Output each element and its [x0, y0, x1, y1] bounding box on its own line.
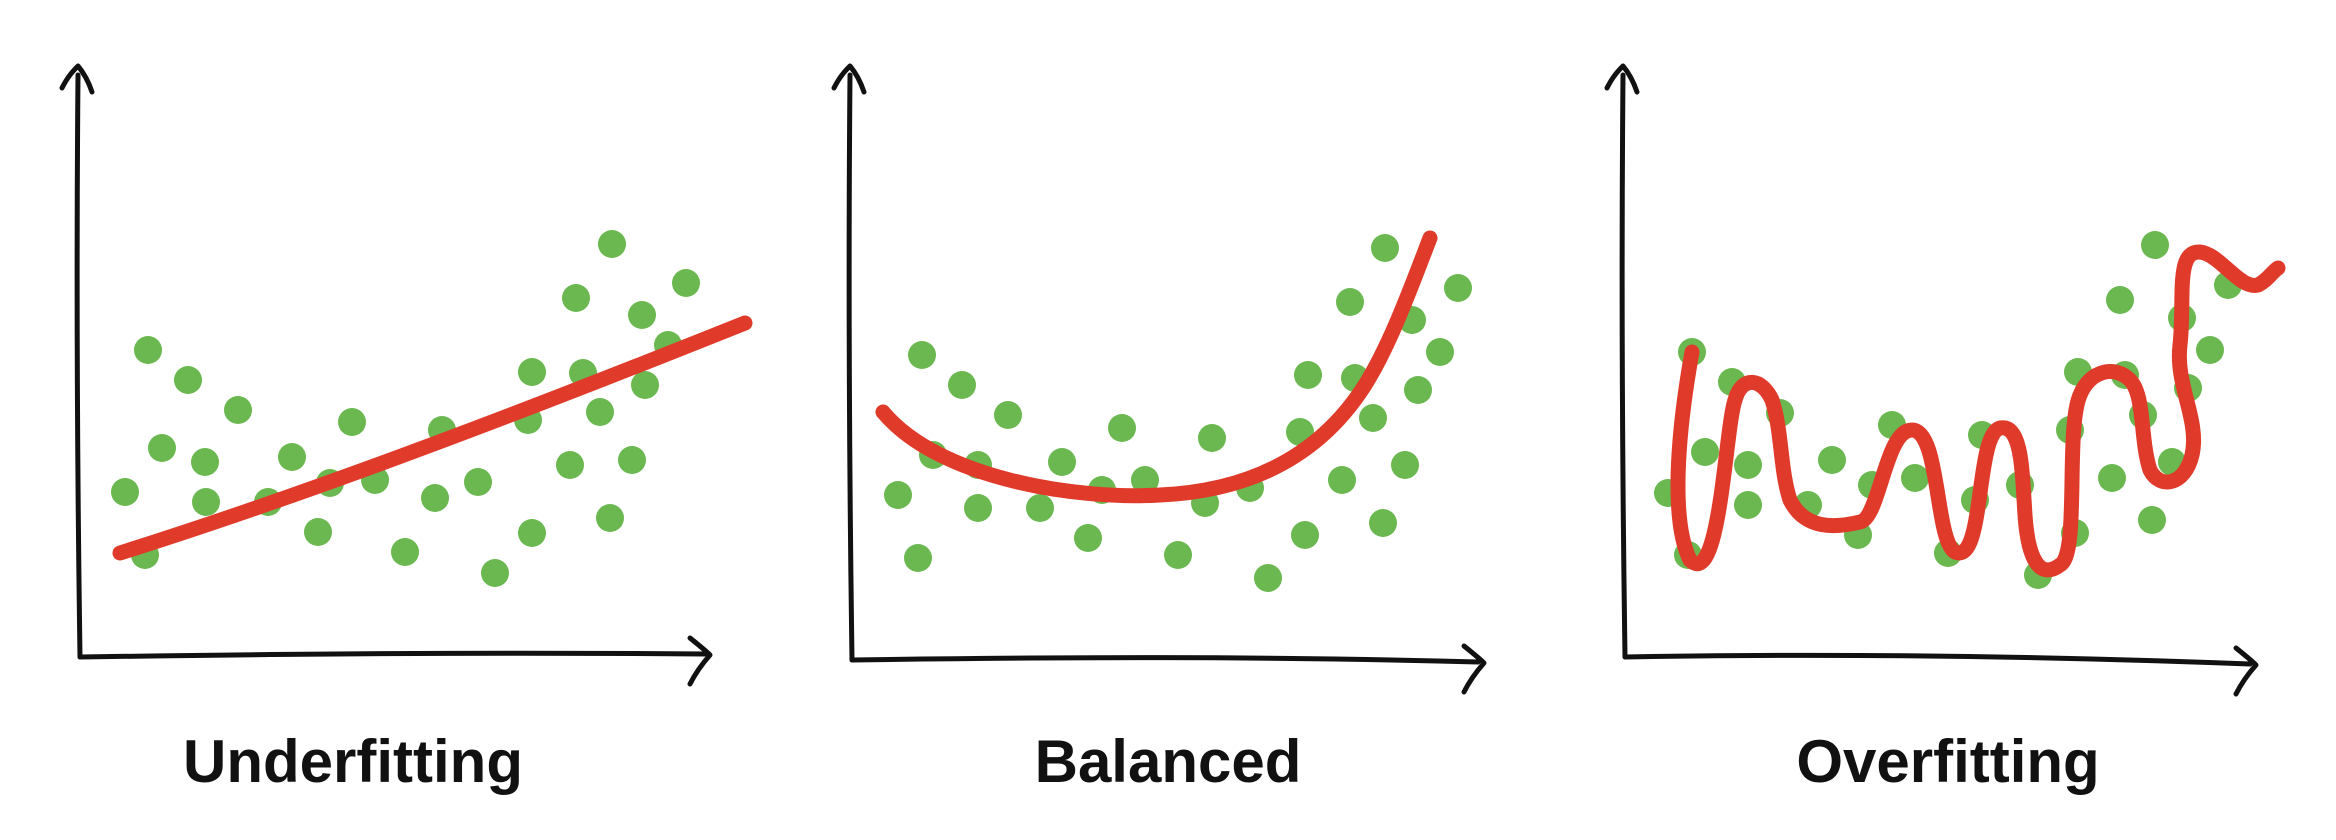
data-point	[421, 484, 449, 512]
data-point	[1328, 466, 1356, 494]
panel-underfitting: Underfitting	[59, 63, 753, 795]
panel-title-balanced: Balanced	[1035, 728, 1302, 795]
data-point	[1734, 491, 1762, 519]
fit-curve-overfitting	[1670, 244, 2286, 578]
y-axis-overfitting	[1604, 63, 1640, 660]
data-point	[2138, 506, 2166, 534]
data-point	[1026, 494, 1054, 522]
x-axis-overfitting	[1622, 645, 2259, 697]
y-axis-underfitting	[59, 63, 95, 660]
data-point	[1404, 376, 1432, 404]
data-point	[1734, 451, 1762, 479]
data-point	[1294, 361, 1322, 389]
data-point	[908, 341, 936, 369]
data-point	[628, 301, 656, 329]
data-point	[884, 481, 912, 509]
data-point	[586, 398, 614, 426]
data-point	[562, 284, 590, 312]
data-point	[2196, 336, 2224, 364]
fit-curve-balanced	[875, 230, 1438, 504]
y-axis-balanced	[831, 63, 867, 663]
data-point	[224, 396, 252, 424]
data-point	[1369, 509, 1397, 537]
axes-underfitting	[59, 63, 713, 687]
data-point	[672, 269, 700, 297]
data-point	[1291, 521, 1319, 549]
data-point	[391, 538, 419, 566]
data-point	[464, 468, 492, 496]
data-point	[191, 448, 219, 476]
data-point	[1108, 414, 1136, 442]
data-point	[278, 443, 306, 471]
data-point	[1048, 448, 1076, 476]
data-point	[1426, 338, 1454, 366]
panel-overfitting: Overfitting	[1604, 63, 2286, 795]
data-point	[1198, 424, 1226, 452]
panel-title-underfitting: Underfitting	[183, 728, 523, 795]
data-point	[1164, 541, 1192, 569]
data-point	[904, 544, 932, 572]
data-point	[148, 434, 176, 462]
data-point	[481, 559, 509, 587]
data-point	[2141, 231, 2169, 259]
data-point	[1359, 404, 1387, 432]
data-point	[1254, 564, 1282, 592]
data-point	[596, 504, 624, 532]
data-point	[618, 446, 646, 474]
data-point	[134, 336, 162, 364]
data-point	[631, 371, 659, 399]
data-point	[1818, 446, 1846, 474]
axes-overfitting	[1604, 63, 2259, 697]
data-point	[192, 488, 220, 516]
x-axis-underfitting	[77, 635, 713, 687]
data-point	[1391, 451, 1419, 479]
data-point	[1901, 464, 1929, 492]
data-point	[304, 518, 332, 546]
data-point	[1336, 288, 1364, 316]
data-point	[174, 366, 202, 394]
x-axis-balanced	[849, 643, 1487, 695]
data-point	[598, 230, 626, 258]
data-point	[338, 408, 366, 436]
data-point	[518, 358, 546, 386]
data-point	[1131, 466, 1159, 494]
data-point	[518, 519, 546, 547]
fit-curve-underfitting	[112, 315, 753, 561]
data-point	[1074, 524, 1102, 552]
panel-balanced: Balanced	[831, 63, 1487, 795]
data-point	[948, 371, 976, 399]
panel-title-overfitting: Overfitting	[1796, 728, 2099, 795]
data-point	[1371, 234, 1399, 262]
axes-balanced	[831, 63, 1487, 695]
data-point	[1691, 438, 1719, 466]
data-point	[2098, 464, 2126, 492]
data-point	[2106, 286, 2134, 314]
data-point	[964, 494, 992, 522]
data-point	[994, 401, 1022, 429]
data-point	[111, 478, 139, 506]
data-point	[556, 451, 584, 479]
data-point	[1444, 274, 1472, 302]
data-points-balanced	[884, 234, 1472, 592]
